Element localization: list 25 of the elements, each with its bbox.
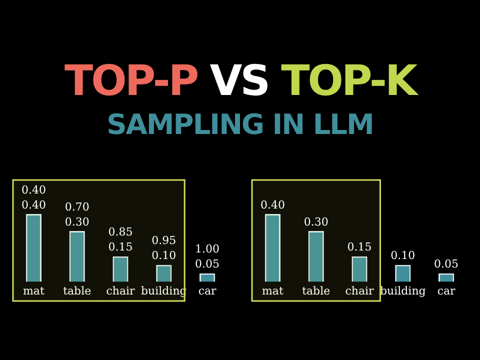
text: 0.70 [64,200,90,214]
data-label: 0.15 [347,240,372,254]
chart-title: TOP-P VS TOP-K [64,56,416,105]
data-label: 0.10 [152,249,176,262]
annotation: 1.00 [195,242,220,256]
annotation: 0.85 [108,226,133,239]
x-tick-label: mat [22,284,45,298]
data-label: 0.05 [434,258,459,271]
data-label: 0.30 [64,215,90,228]
x-tick-label: table [302,284,330,298]
data-label: 0.30 [304,215,328,228]
data-label: 0.05 [195,258,220,271]
data-label: 0.10 [390,249,416,262]
x-tick-label: car [198,284,218,298]
x-tick-label: table [63,284,92,298]
x-tick-label: chair [345,284,375,298]
x-tick-label: car [437,284,456,298]
x-tick-label: mat [262,284,284,298]
x-tick-label: chair [106,284,136,298]
annotation: 0.95 [152,234,176,248]
data-label: 0.15 [108,240,133,254]
text: 0.40 [21,183,46,196]
data-label: 0.40 [260,198,285,212]
data-label: 0.40 [21,198,46,212]
chart-subtitle: SAMPLING IN LLM [106,107,374,143]
